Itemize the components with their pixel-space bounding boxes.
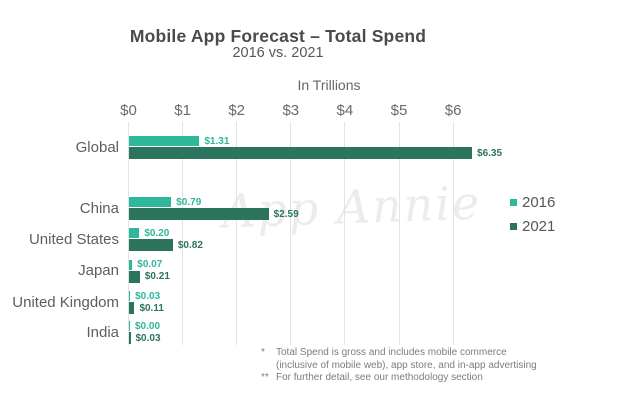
value-label-2016: $0.79 bbox=[176, 196, 202, 208]
footnote-marker: * bbox=[261, 347, 265, 358]
x-axis-tick: $6 bbox=[444, 102, 462, 119]
gridline bbox=[290, 122, 292, 345]
value-label-2016: $0.00 bbox=[135, 320, 161, 332]
value-label-2021: $0.21 bbox=[144, 271, 170, 282]
x-axis-tick: $5 bbox=[390, 102, 408, 119]
legend: 2016 2021 bbox=[510, 194, 555, 242]
gridline bbox=[182, 122, 184, 345]
gridline bbox=[452, 122, 454, 345]
value-label-2016: $0.07 bbox=[137, 259, 163, 270]
bar-2016 bbox=[128, 136, 200, 146]
bar-2016 bbox=[128, 259, 133, 270]
category-label: United Kingdom bbox=[12, 293, 119, 311]
category-label: United States bbox=[28, 230, 119, 248]
bar-2021 bbox=[128, 208, 269, 220]
bar-2016 bbox=[128, 321, 130, 331]
footnote-text: For further detail, see our methodology … bbox=[276, 372, 537, 385]
legend-label: 2021 bbox=[522, 218, 556, 235]
bar-2021 bbox=[128, 147, 473, 159]
category-label: China bbox=[79, 199, 119, 217]
axis-units-label: In Trillions bbox=[297, 77, 361, 93]
gridline bbox=[236, 122, 238, 345]
value-label-2021: $2.59 bbox=[273, 208, 299, 220]
gridline bbox=[398, 122, 400, 345]
x-axis-tick: $0 bbox=[120, 102, 137, 119]
value-label-2016: $1.31 bbox=[204, 135, 230, 147]
value-label-2021: $6.35 bbox=[477, 147, 503, 159]
legend-label: 2016 bbox=[522, 194, 556, 211]
x-axis-tick: $3 bbox=[282, 102, 300, 119]
bar-2021 bbox=[128, 239, 173, 251]
bar-2016 bbox=[128, 197, 172, 207]
bar-2021 bbox=[128, 302, 135, 314]
x-axis-tick: $1 bbox=[174, 102, 191, 119]
chart-title: Mobile App Forecast – Total Spend bbox=[129, 26, 427, 46]
legend-swatch-icon bbox=[510, 223, 517, 230]
value-label-2016: $0.20 bbox=[144, 227, 170, 239]
category-label: India bbox=[86, 323, 119, 341]
bar-2016 bbox=[128, 291, 131, 301]
legend-item-2016: 2016 bbox=[510, 194, 555, 211]
x-axis-tick: $2 bbox=[228, 102, 246, 119]
value-label-2021: $0.03 bbox=[135, 332, 161, 344]
footnote-line: (inclusive of mobile web), app store, an… bbox=[276, 359, 537, 371]
footnote-marker: ** bbox=[261, 372, 269, 383]
footnote-line: Total Spend is gross and includes mobile… bbox=[276, 347, 507, 358]
chart-subtitle: 2016 vs. 2021 bbox=[232, 45, 324, 61]
x-axis-tick: $4 bbox=[336, 102, 354, 119]
footnote-text: Total Spend is gross and includes mobile… bbox=[276, 347, 537, 372]
footnote-line: For further detail, see our methodology … bbox=[276, 372, 483, 383]
bar-2021 bbox=[128, 332, 131, 344]
value-label-2021: $0.82 bbox=[177, 239, 203, 251]
value-label-2016: $0.03 bbox=[135, 290, 161, 302]
value-label-2021: $0.11 bbox=[139, 302, 164, 314]
gridline bbox=[344, 122, 346, 345]
legend-swatch-icon bbox=[510, 199, 517, 206]
category-label: Japan bbox=[78, 262, 119, 279]
footnotes: * Total Spend is gross and includes mobi… bbox=[261, 347, 537, 385]
bar-2016 bbox=[128, 228, 140, 238]
bar-2021 bbox=[128, 270, 140, 283]
legend-item-2021: 2021 bbox=[510, 218, 555, 235]
category-label: Global bbox=[75, 138, 119, 156]
